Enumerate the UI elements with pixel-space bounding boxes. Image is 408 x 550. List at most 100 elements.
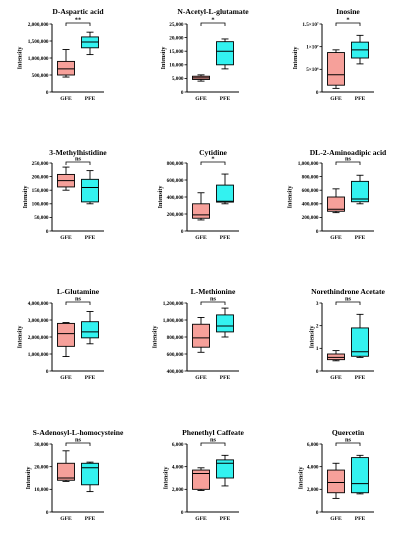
y-tick-label: 4,000,000 bbox=[28, 301, 49, 307]
y-tick-label: 1×10⁷ bbox=[306, 44, 319, 50]
y-axis-label: Intensity bbox=[158, 186, 164, 209]
x-category-label: PFE bbox=[355, 516, 366, 522]
y-axis-label: Intensity bbox=[153, 326, 159, 349]
y-tick-label: 0 bbox=[181, 90, 184, 96]
y-axis-label: Intensity bbox=[288, 186, 294, 209]
y-tick-label: 20,000 bbox=[34, 464, 49, 470]
x-category-label: GFE bbox=[195, 96, 207, 102]
box-iqr bbox=[57, 60, 75, 76]
box-iqr bbox=[216, 184, 234, 203]
x-category-label: GFE bbox=[60, 375, 72, 381]
x-category-label: PFE bbox=[220, 375, 231, 381]
panel-title: S-Adenosyl-L-homocysteine bbox=[33, 428, 124, 437]
box-iqr bbox=[81, 178, 99, 203]
y-tick-label: 200,000 bbox=[167, 212, 184, 218]
x-category-label: PFE bbox=[355, 96, 366, 102]
box-pfe bbox=[351, 174, 369, 205]
x-category-label: GFE bbox=[330, 516, 342, 522]
y-tick-label: 1 bbox=[316, 346, 319, 352]
y-tick-label: 2,000,000 bbox=[28, 22, 49, 28]
significance-bracket bbox=[335, 22, 361, 26]
significance-bracket bbox=[335, 161, 361, 165]
panel-title: 3-Methylhistidine bbox=[49, 148, 107, 157]
y-tick-label: 0 bbox=[316, 90, 319, 96]
y-tick-label: 2,000,000 bbox=[28, 335, 49, 341]
y-tick-label: 1,000,000 bbox=[163, 318, 184, 324]
box-pfe bbox=[81, 170, 99, 205]
box-iqr bbox=[57, 462, 75, 481]
box-gfe bbox=[327, 49, 345, 89]
y-tick-label: 0 bbox=[46, 369, 49, 375]
y-tick-label: 0 bbox=[316, 510, 319, 516]
box-iqr bbox=[351, 180, 369, 203]
y-tick-label: 600,000 bbox=[167, 178, 184, 184]
significance-label: ns bbox=[345, 156, 352, 163]
y-axis-label: Intensity bbox=[299, 467, 305, 490]
y-tick-label: 1,000,000 bbox=[28, 56, 49, 62]
box-pfe bbox=[216, 173, 234, 205]
box-iqr bbox=[327, 353, 345, 361]
box-gfe bbox=[57, 49, 75, 78]
y-tick-label: 10,000 bbox=[34, 487, 49, 493]
significance-bracket bbox=[65, 161, 91, 165]
box-gfe bbox=[57, 166, 75, 191]
significance-bracket bbox=[335, 301, 361, 305]
panel-title: N-Acetyl-L-glutamate bbox=[177, 7, 249, 16]
y-tick-label: 10,000 bbox=[169, 63, 184, 69]
significance-label: ns bbox=[75, 156, 82, 163]
y-tick-label: 5×10⁶ bbox=[306, 67, 319, 73]
y-tick-label: 600,000 bbox=[167, 352, 184, 358]
significance-bracket bbox=[200, 161, 226, 165]
panel-inosine: Inosine 0 5×10⁶ 1×10⁷ 1.5×10⁷ Intensity GFE PFE… bbox=[293, 7, 374, 102]
panel-title: DL-2-Aminoadipic acid bbox=[310, 148, 387, 157]
x-category-label: PFE bbox=[220, 516, 231, 522]
y-tick-label: 1,200,000 bbox=[163, 301, 184, 307]
box-iqr bbox=[327, 52, 345, 86]
box-iqr bbox=[216, 41, 234, 66]
significance-label: ns bbox=[210, 296, 217, 303]
panel-l-methionine: L-Methionine 400,000 600,000 800,000 1,000,0… bbox=[153, 287, 239, 381]
y-axis-label: Intensity bbox=[161, 47, 167, 70]
box-gfe bbox=[327, 188, 345, 214]
panel-phenethyl-caffeate: Phenethyl Caffeate 0 2,000 4,000 6,000 Intens… bbox=[164, 428, 245, 522]
x-category-label: PFE bbox=[85, 516, 96, 522]
y-tick-label: 800,000 bbox=[167, 335, 184, 341]
panel-title: Inosine bbox=[336, 7, 360, 16]
panel-n-acetyl-l-glutamate: N-Acetyl-L-glutamate 0 5,000 10,000 15,000 20… bbox=[161, 7, 249, 102]
y-tick-label: 100,000 bbox=[32, 202, 49, 208]
y-tick-label: 0 bbox=[46, 90, 49, 96]
box-iqr bbox=[81, 321, 99, 339]
x-category-label: GFE bbox=[330, 375, 342, 381]
panel-quercetin: Quercetin 0 2,000 4,000 6,000 Intensity GFE PFE… bbox=[299, 428, 374, 522]
y-tick-label: 1,500,000 bbox=[28, 39, 49, 45]
y-tick-label: 50,000 bbox=[34, 215, 49, 221]
y-tick-label: 400,000 bbox=[302, 202, 319, 208]
box-gfe bbox=[192, 192, 210, 221]
panel-title: Norethindrone Acetate bbox=[311, 287, 385, 296]
panel-dl-2-aminoadipic-acid: DL-2-Aminoadipic acid 0 200,000 400,000 600,… bbox=[288, 148, 387, 241]
significance-label: ** bbox=[75, 17, 81, 24]
y-tick-label: 4,000 bbox=[172, 464, 184, 470]
panel-l-glutamine: L-Glutamine 0 1,000,000 2,000,000 3,000,000 4… bbox=[18, 287, 104, 381]
y-tick-label: 3 bbox=[316, 301, 319, 307]
x-category-label: GFE bbox=[60, 516, 72, 522]
box-iqr bbox=[327, 469, 345, 494]
y-tick-label: 15,000 bbox=[169, 49, 184, 55]
box-iqr bbox=[351, 457, 369, 494]
y-tick-label: 200,000 bbox=[302, 215, 319, 221]
y-tick-label: 800,000 bbox=[167, 161, 184, 167]
y-axis-label: Intensity bbox=[18, 47, 24, 70]
box-gfe bbox=[327, 350, 345, 362]
box-pfe bbox=[216, 307, 234, 338]
box-gfe bbox=[57, 450, 75, 482]
y-tick-label: 0 bbox=[181, 510, 184, 516]
box-iqr bbox=[351, 327, 369, 357]
significance-bracket bbox=[200, 22, 226, 26]
y-axis-label: Intensity bbox=[164, 467, 170, 490]
y-tick-label: 600,000 bbox=[302, 188, 319, 194]
y-tick-label: 250,000 bbox=[32, 161, 49, 167]
box-iqr bbox=[216, 459, 234, 479]
box-pfe bbox=[351, 313, 369, 358]
panel-title: Cytidine bbox=[199, 148, 227, 157]
